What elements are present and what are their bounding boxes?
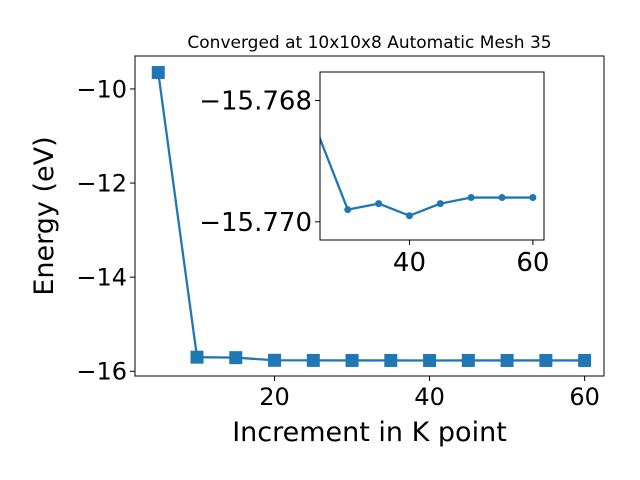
main-data-point <box>384 353 398 367</box>
inset-series-line <box>320 135 533 217</box>
inset-data-point <box>467 194 475 202</box>
inset-data-point <box>375 200 383 208</box>
main-y-tick-label: −12 <box>76 169 127 197</box>
main-data-point <box>461 353 475 367</box>
main-data-point <box>268 353 282 367</box>
main-data-point <box>578 353 592 367</box>
inset-y-tick-label: −15.770 <box>199 208 312 238</box>
main-data-point <box>423 353 437 367</box>
inset-chart: 40 60 −15.770 −15.768 <box>199 71 549 278</box>
main-data-point <box>190 350 204 364</box>
main-y-tick-label: −14 <box>76 264 127 292</box>
main-x-tick-label: 40 <box>414 383 445 411</box>
main-data-point <box>539 353 553 367</box>
main-data-point <box>151 65 165 79</box>
main-data-point <box>229 351 243 365</box>
inset-data-point <box>344 206 352 214</box>
main-y-tick-label: −10 <box>76 75 127 103</box>
inset-data-point <box>405 212 413 220</box>
inset-x-tick-label: 40 <box>393 248 426 278</box>
y-axis-label: Energy (eV) <box>29 136 60 295</box>
inset-y-tick-label: −15.768 <box>199 87 312 117</box>
main-x-tick-label: 60 <box>569 383 600 411</box>
inset-data-point <box>498 194 506 202</box>
main-x-tick-label: 20 <box>259 383 290 411</box>
inset-plot-frame <box>319 71 545 241</box>
main-data-point <box>500 353 514 367</box>
x-axis-label: Increment in K point <box>232 417 507 448</box>
inset-data-point <box>320 129 321 133</box>
main-data-point <box>306 353 320 367</box>
main-plot-frame <box>134 55 605 377</box>
main-data-point <box>345 353 359 367</box>
inset-data-point <box>529 194 537 202</box>
inset-data-point <box>436 200 444 208</box>
main-y-tick-label: −16 <box>76 358 127 386</box>
main-chart: 20 40 60 −16 −14 −12 −10 Converged at 10x10x8 … <box>29 33 605 448</box>
inset-x-tick-label: 60 <box>516 248 549 278</box>
chart-title: Converged at 10x10x8 Automatic Mesh 35 <box>187 33 551 53</box>
